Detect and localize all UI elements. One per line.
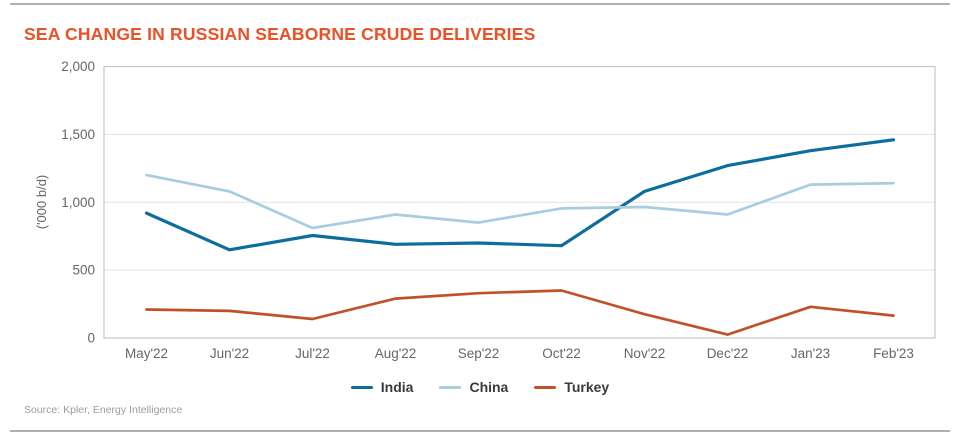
bottom-rule	[10, 430, 950, 432]
x-tick-label: Feb'23	[873, 346, 914, 361]
series-line-china	[145, 173, 895, 230]
legend-item-turkey: Turkey	[534, 379, 609, 395]
x-tick-label: Sep'22	[458, 346, 500, 361]
legend-item-china: China	[439, 379, 508, 395]
x-tick-label: Jul'22	[295, 346, 330, 361]
x-tick-label: Oct'22	[542, 346, 581, 361]
y-tick-label: 2,000	[61, 59, 95, 74]
y-axis-label: ('000 b/d)	[34, 175, 49, 230]
legend-item-india: India	[350, 379, 414, 395]
chart-title: SEA CHANGE IN RUSSIAN SEABORNE CRUDE DEL…	[24, 24, 536, 44]
legend-label-china: China	[469, 379, 509, 395]
series-line-india	[144, 138, 896, 252]
y-tick-label: 1,500	[61, 127, 95, 142]
turkey-line-swatch	[534, 385, 557, 389]
legend-label-turkey: Turkey	[564, 379, 610, 395]
series-line-turkey	[145, 289, 895, 336]
plot-border	[103, 65, 936, 339]
x-tick-label: Dec'22	[707, 346, 749, 361]
y-tick-label: 0	[87, 331, 95, 346]
x-tick-label: Nov'22	[624, 346, 666, 361]
legend-label-india: India	[380, 379, 414, 395]
chart-legend: India China Turkey	[0, 379, 960, 395]
x-tick-label: Aug'22	[375, 346, 417, 361]
source-note: Source: Kpler, Energy Intelligence	[24, 404, 183, 416]
top-rule	[10, 3, 950, 5]
x-tick-label: Jan'23	[791, 346, 830, 361]
india-line-swatch	[350, 385, 373, 389]
y-tick-label: 500	[72, 263, 95, 278]
y-tick-label: 1,000	[61, 195, 95, 210]
x-tick-label: Jun'22	[210, 346, 249, 361]
china-line-swatch	[439, 385, 462, 389]
x-tick-label: May'22	[125, 346, 168, 361]
